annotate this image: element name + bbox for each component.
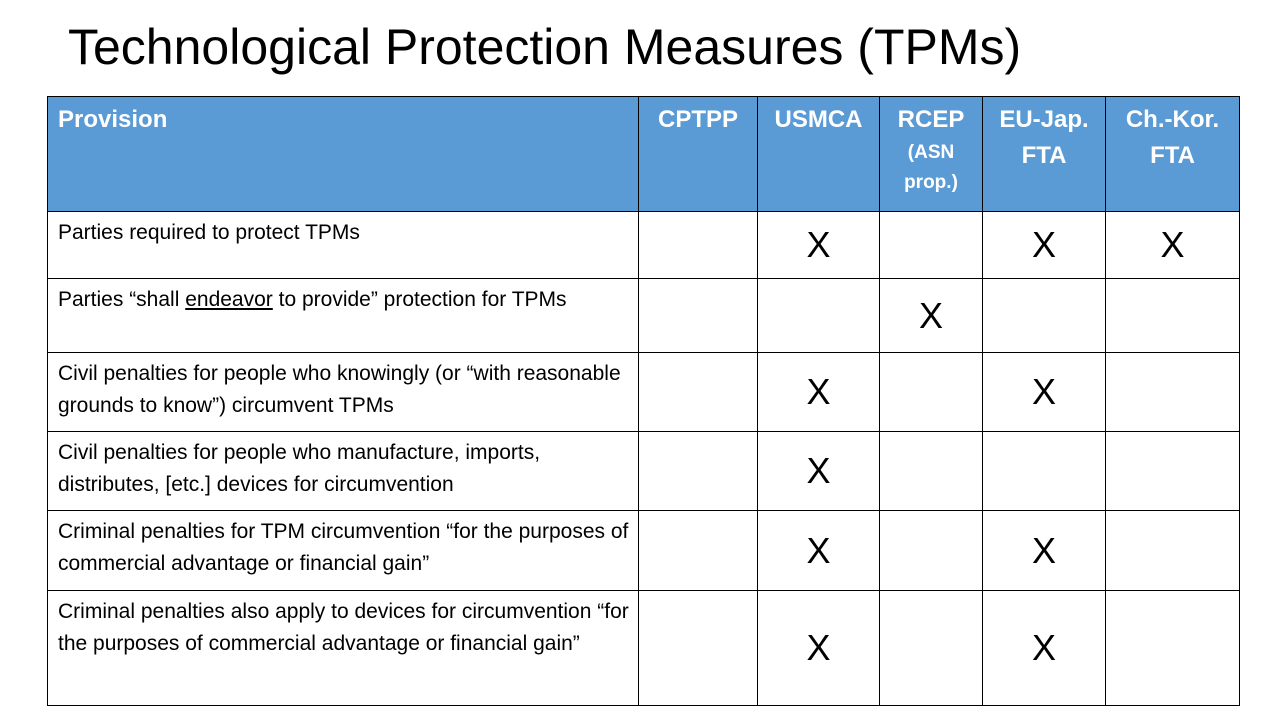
table-row: Parties required to protect TPMs X X X: [47, 211, 1240, 279]
row-provision: Parties required to protect TPMs: [47, 211, 639, 279]
header-eu-jap-line-1: EU-Jap.: [999, 106, 1089, 133]
tpm-comparison-table: Provision CPTPP USMCA RCEP (ASN prop.) E…: [47, 96, 1240, 706]
cell-eu-jap: X: [982, 352, 1106, 432]
table-row: Parties “shall endeavor to provide” prot…: [47, 278, 1240, 353]
header-provision: Provision: [47, 96, 639, 212]
cell-ch-kor: [1105, 510, 1240, 591]
cell-ch-kor: [1105, 278, 1240, 353]
cell-cptpp: [638, 352, 758, 432]
slide-title: Technological Protection Measures (TPMs): [68, 19, 1022, 75]
cell-cptpp: [638, 278, 758, 353]
cell-rcep: X: [879, 278, 983, 353]
cell-eu-jap: [982, 278, 1106, 353]
header-ch-kor-line-1: Ch.-Kor.: [1125, 106, 1220, 133]
cell-ch-kor: [1105, 431, 1240, 511]
header-eu-jap-fta: EU-Jap. FTA: [982, 96, 1106, 212]
cell-ch-kor: X: [1105, 211, 1240, 279]
cell-usmca: [757, 278, 880, 353]
cell-usmca: X: [757, 211, 880, 279]
cell-cptpp: [638, 211, 758, 279]
cell-usmca: X: [757, 590, 880, 706]
cell-ch-kor: [1105, 352, 1240, 432]
header-ch-kor-fta: Ch.-Kor. FTA: [1105, 96, 1240, 212]
row-provision: Criminal penalties for TPM circumvention…: [47, 510, 639, 591]
cell-rcep: [879, 590, 983, 706]
cell-usmca: X: [757, 431, 880, 511]
cell-ch-kor: [1105, 590, 1240, 706]
table-row: Civil penalties for people who manufactu…: [47, 431, 1240, 511]
row-provision: Civil penalties for people who manufactu…: [47, 431, 639, 511]
cell-eu-jap: X: [982, 590, 1106, 706]
cell-rcep: [879, 211, 983, 279]
cell-usmca: X: [757, 510, 880, 591]
header-rcep-label: RCEP: [897, 106, 965, 133]
row-provision: Parties “shall endeavor to provide” prot…: [47, 278, 639, 353]
cell-usmca: X: [757, 352, 880, 432]
cell-cptpp: [638, 431, 758, 511]
cell-cptpp: [638, 510, 758, 591]
header-rcep-sub-1: (ASN: [907, 142, 955, 163]
header-eu-jap-line-2: FTA: [1021, 142, 1067, 169]
table-row: Criminal penalties also apply to devices…: [47, 590, 1240, 706]
row-provision: Civil penalties for people who knowingly…: [47, 352, 639, 432]
table-row: Civil penalties for people who knowingly…: [47, 352, 1240, 432]
header-usmca: USMCA: [757, 96, 880, 212]
cell-rcep: [879, 352, 983, 432]
header-rcep: RCEP (ASN prop.): [879, 96, 983, 212]
row-provision-underlined: endeavor: [185, 288, 273, 311]
header-ch-kor-line-2: FTA: [1150, 142, 1195, 169]
cell-rcep: [879, 431, 983, 511]
cell-eu-jap: [982, 431, 1106, 511]
cell-cptpp: [638, 590, 758, 706]
header-cptpp: CPTPP: [638, 96, 758, 212]
cell-rcep: [879, 510, 983, 591]
row-provision: Criminal penalties also apply to devices…: [47, 590, 639, 706]
header-rcep-sub-2: prop.): [904, 172, 958, 193]
table-header-row: Provision CPTPP USMCA RCEP (ASN prop.) E…: [47, 96, 1240, 212]
cell-eu-jap: X: [982, 510, 1106, 591]
cell-eu-jap: X: [982, 211, 1106, 279]
row-provision-pre: Parties “shall: [58, 288, 186, 311]
table-row: Criminal penalties for TPM circumvention…: [47, 510, 1240, 591]
row-provision-post: to provide” protection for TPMs: [272, 288, 567, 311]
